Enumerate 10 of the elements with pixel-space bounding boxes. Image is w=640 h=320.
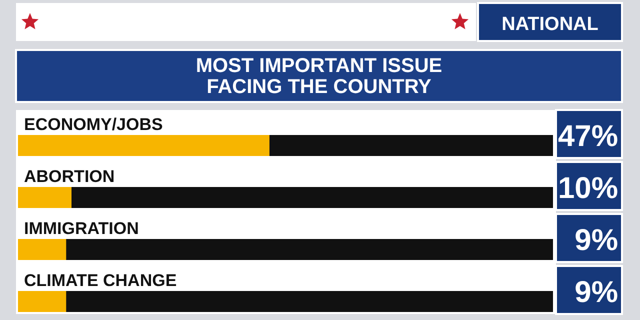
y-tick-label: CLIMATE CHANGE: [24, 271, 177, 290]
data-label: 47%: [558, 120, 618, 153]
chart-title: MOST IMPORTANT ISSUE FACING THE COUNTRY: [196, 55, 442, 98]
data-label: 9%: [574, 276, 618, 309]
y-tick-label: IMMIGRATION: [24, 219, 139, 238]
data-label: 10%: [558, 172, 618, 205]
y-tick-label: ABORTION: [24, 167, 115, 186]
y-tick-label: ECONOMY/JOBS: [24, 115, 163, 134]
data-label: 9%: [574, 224, 618, 257]
chart-subtitle: NATIONAL: [502, 14, 599, 35]
